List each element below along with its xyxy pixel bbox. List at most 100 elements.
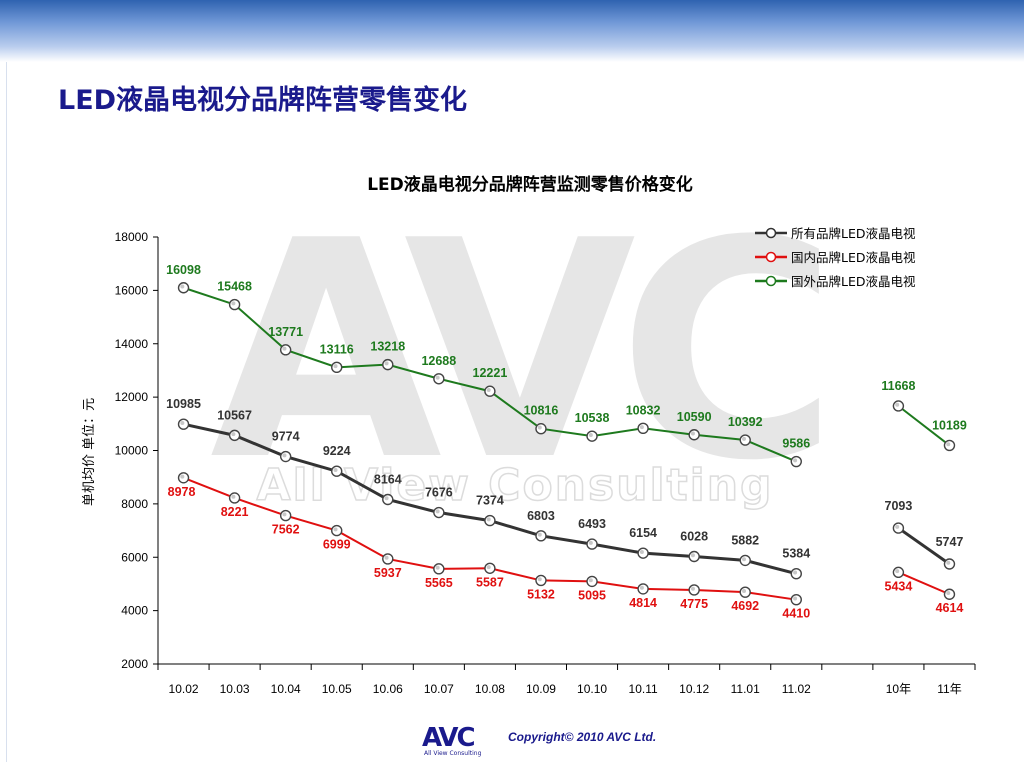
data-label: 6999 (323, 538, 351, 552)
data-label: 5565 (425, 576, 453, 590)
x-tick-label: 10.02 (169, 682, 199, 696)
data-label: 5882 (731, 533, 759, 547)
x-tick-label: 11年 (937, 682, 961, 696)
data-point-highlight (537, 577, 542, 582)
y-tick-label: 6000 (121, 550, 148, 564)
data-label: 6154 (629, 526, 657, 540)
legend-swatch-marker (765, 227, 777, 239)
y-tick-label: 8000 (121, 497, 148, 511)
data-label: 6493 (578, 517, 606, 531)
y-tick-label: 4000 (121, 604, 148, 618)
logo-text: AVC (422, 723, 474, 753)
y-tick-label: 14000 (115, 337, 149, 351)
data-point-highlight (537, 532, 542, 537)
x-tick-label: 11.02 (782, 682, 811, 696)
data-label: 10189 (932, 418, 967, 432)
data-point-highlight (384, 496, 389, 501)
data-label: 8221 (221, 505, 249, 519)
data-label: 4614 (936, 601, 964, 615)
data-point-highlight (588, 578, 593, 583)
header-band (0, 0, 1024, 62)
data-label: 7093 (885, 499, 913, 513)
data-point-highlight (639, 549, 644, 554)
y-tick-label: 12000 (115, 390, 149, 404)
data-label: 10590 (677, 410, 712, 424)
data-point-highlight (946, 560, 951, 565)
data-point-highlight (690, 431, 695, 436)
page-title: LED液晶电视分品牌阵营零售变化 (58, 85, 468, 116)
legend-entry-label: 国内品牌LED液晶电视 (791, 250, 916, 265)
data-label: 11668 (881, 379, 915, 393)
series-line (898, 571, 950, 596)
legend-entry-label: 国外品牌LED液晶电视 (791, 274, 916, 289)
data-label: 13116 (320, 342, 354, 356)
data-label: 10567 (217, 408, 252, 422)
data-label: 10832 (626, 403, 661, 417)
data-label: 5434 (885, 579, 913, 593)
y-tick-label: 16000 (115, 283, 149, 297)
y-tick-label: 10000 (115, 444, 149, 458)
data-label: 10392 (728, 415, 763, 429)
x-tick-label: 10.09 (526, 682, 556, 696)
data-point-highlight (435, 565, 440, 570)
data-point-highlight (333, 468, 338, 473)
data-label: 8978 (168, 485, 196, 499)
series-line (897, 526, 951, 566)
x-tick-label: 10.10 (577, 682, 607, 696)
watermark-main-text: AVC (210, 177, 820, 526)
data-label: 4410 (782, 607, 810, 621)
x-tick-label: 10.05 (322, 682, 352, 696)
data-label: 15468 (217, 280, 252, 294)
series-line (897, 405, 951, 447)
y-tick-label: 18000 (115, 230, 149, 244)
chart-title: LED液晶电视分品牌阵营监测零售价格变化 (367, 174, 693, 195)
data-point-highlight (946, 591, 951, 596)
data-point-highlight (742, 588, 747, 593)
watermark: AVC All View Consulting (210, 177, 838, 526)
data-label: 5095 (578, 588, 606, 602)
data-point-highlight (435, 375, 440, 380)
data-point-highlight (639, 585, 644, 590)
data-label: 9774 (272, 430, 300, 444)
legend-swatch-marker (765, 251, 777, 263)
data-point-highlight (486, 388, 491, 393)
data-label: 4775 (680, 597, 708, 611)
data-label: 5384 (782, 547, 810, 561)
data-point-highlight (282, 453, 287, 458)
data-label: 10816 (524, 404, 559, 418)
data-point-highlight (588, 432, 593, 437)
data-point-highlight (895, 524, 900, 529)
data-label: 10538 (575, 411, 610, 425)
data-point-highlight (946, 442, 951, 447)
data-label: 12221 (473, 366, 508, 380)
x-tick-label: 10.11 (629, 682, 658, 696)
axes: 2000 4000 6000 8000 10000 12000 14000 16000 1800… (115, 230, 976, 696)
y-axis-label: 单机均价 单位：元 (82, 398, 97, 506)
left-border-line (6, 62, 7, 762)
data-label: 8164 (374, 472, 402, 486)
data-point-highlight (793, 596, 798, 601)
data-point-highlight (180, 284, 185, 289)
data-point-highlight (588, 540, 593, 545)
data-point-highlight (486, 565, 491, 570)
avc-logo: AVC All View Consulting (422, 723, 482, 757)
data-point-highlight (282, 512, 287, 517)
data-label: 12688 (421, 354, 456, 368)
legend-entry-label: 所有品牌LED液晶电视 (791, 226, 916, 241)
data-label: 16098 (166, 263, 201, 277)
x-tick-label: 10.04 (271, 682, 301, 696)
x-tick-label: 10.12 (679, 682, 709, 696)
data-point-highlight (486, 517, 491, 522)
watermark-sub-text: All View Consulting (256, 460, 773, 511)
data-point-highlight (690, 553, 695, 558)
data-point-highlight (180, 474, 185, 479)
data-label: 7374 (476, 494, 504, 508)
data-point-highlight (435, 509, 440, 514)
data-point-highlight (537, 425, 542, 430)
data-point-highlight (231, 301, 236, 306)
data-label: 5132 (527, 587, 555, 601)
data-point-highlight (231, 494, 236, 499)
data-point-highlight (742, 436, 747, 441)
data-point-highlight (742, 557, 747, 562)
